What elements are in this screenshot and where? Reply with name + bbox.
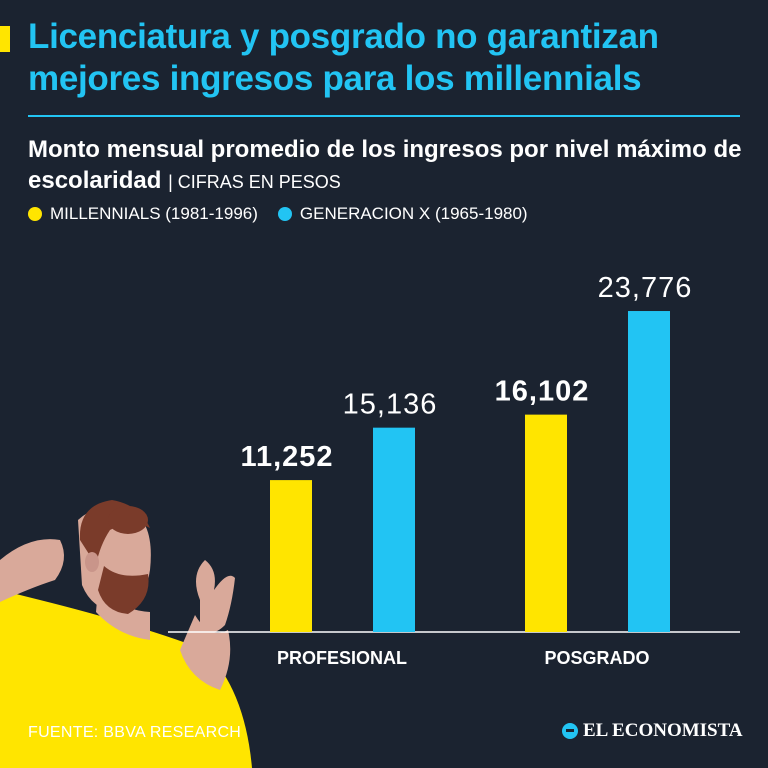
value-label-generacion-x-profesional: 15,136 [343,389,438,421]
bar-generacion-x-profesional [373,427,415,632]
unit-note: | CIFRAS EN PESOS [168,172,341,192]
value-label-generacion-x-posgrado: 23,776 [598,272,693,304]
brand-logo: EL ECONOMISTA [562,720,743,742]
value-label-millennials-posgrado: 16,102 [495,376,590,408]
title-divider [28,115,740,117]
brand-name: EL ECONOMISTA [583,720,743,741]
el-economista-logo-icon [562,723,578,739]
bar-millennials-profesional [270,480,312,632]
bar-millennials-posgrado [525,414,567,632]
legend-dot-blue-icon [277,207,292,221]
title-accent-bar [0,26,10,52]
frustrated-man-illustration [0,500,252,768]
legend-item-generacion-x: GENERACION X (1965-1980) [277,203,528,225]
category-label-posgrado: POSGRADO [544,648,649,668]
bar-generacion-x-posgrado [628,311,670,632]
legend-dot-yellow-icon [28,207,42,221]
source-note: FUENTE: BBVA RESEARCH [28,724,242,741]
chart-value-labels: 11,252 15,136 16,102 23,776 [240,272,693,473]
category-label-profesional: PROFESIONAL [277,648,407,668]
value-label-millennials-profesional: 11,252 [240,441,333,473]
chart-bars [270,311,670,632]
page-title: Licenciatura y posgrado no garantizan me… [28,17,659,98]
subtitle-text: Monto mensual promedio de los ingresos p… [28,136,742,194]
legend-item-millennials: MILLENNIALS (1981-1996) [28,203,258,225]
chart-legend: MILLENNIALS (1981-1996) GENERACION X (19… [28,203,548,225]
chart-subtitle: Monto mensual promedio de los ingresos p… [28,134,748,198]
legend-label-millennials: MILLENNIALS (1981-1996) [50,204,258,223]
legend-label-generacion-x: GENERACION X (1965-1980) [299,204,528,223]
chart-category-labels: PROFESIONAL POSGRADO [277,648,650,668]
